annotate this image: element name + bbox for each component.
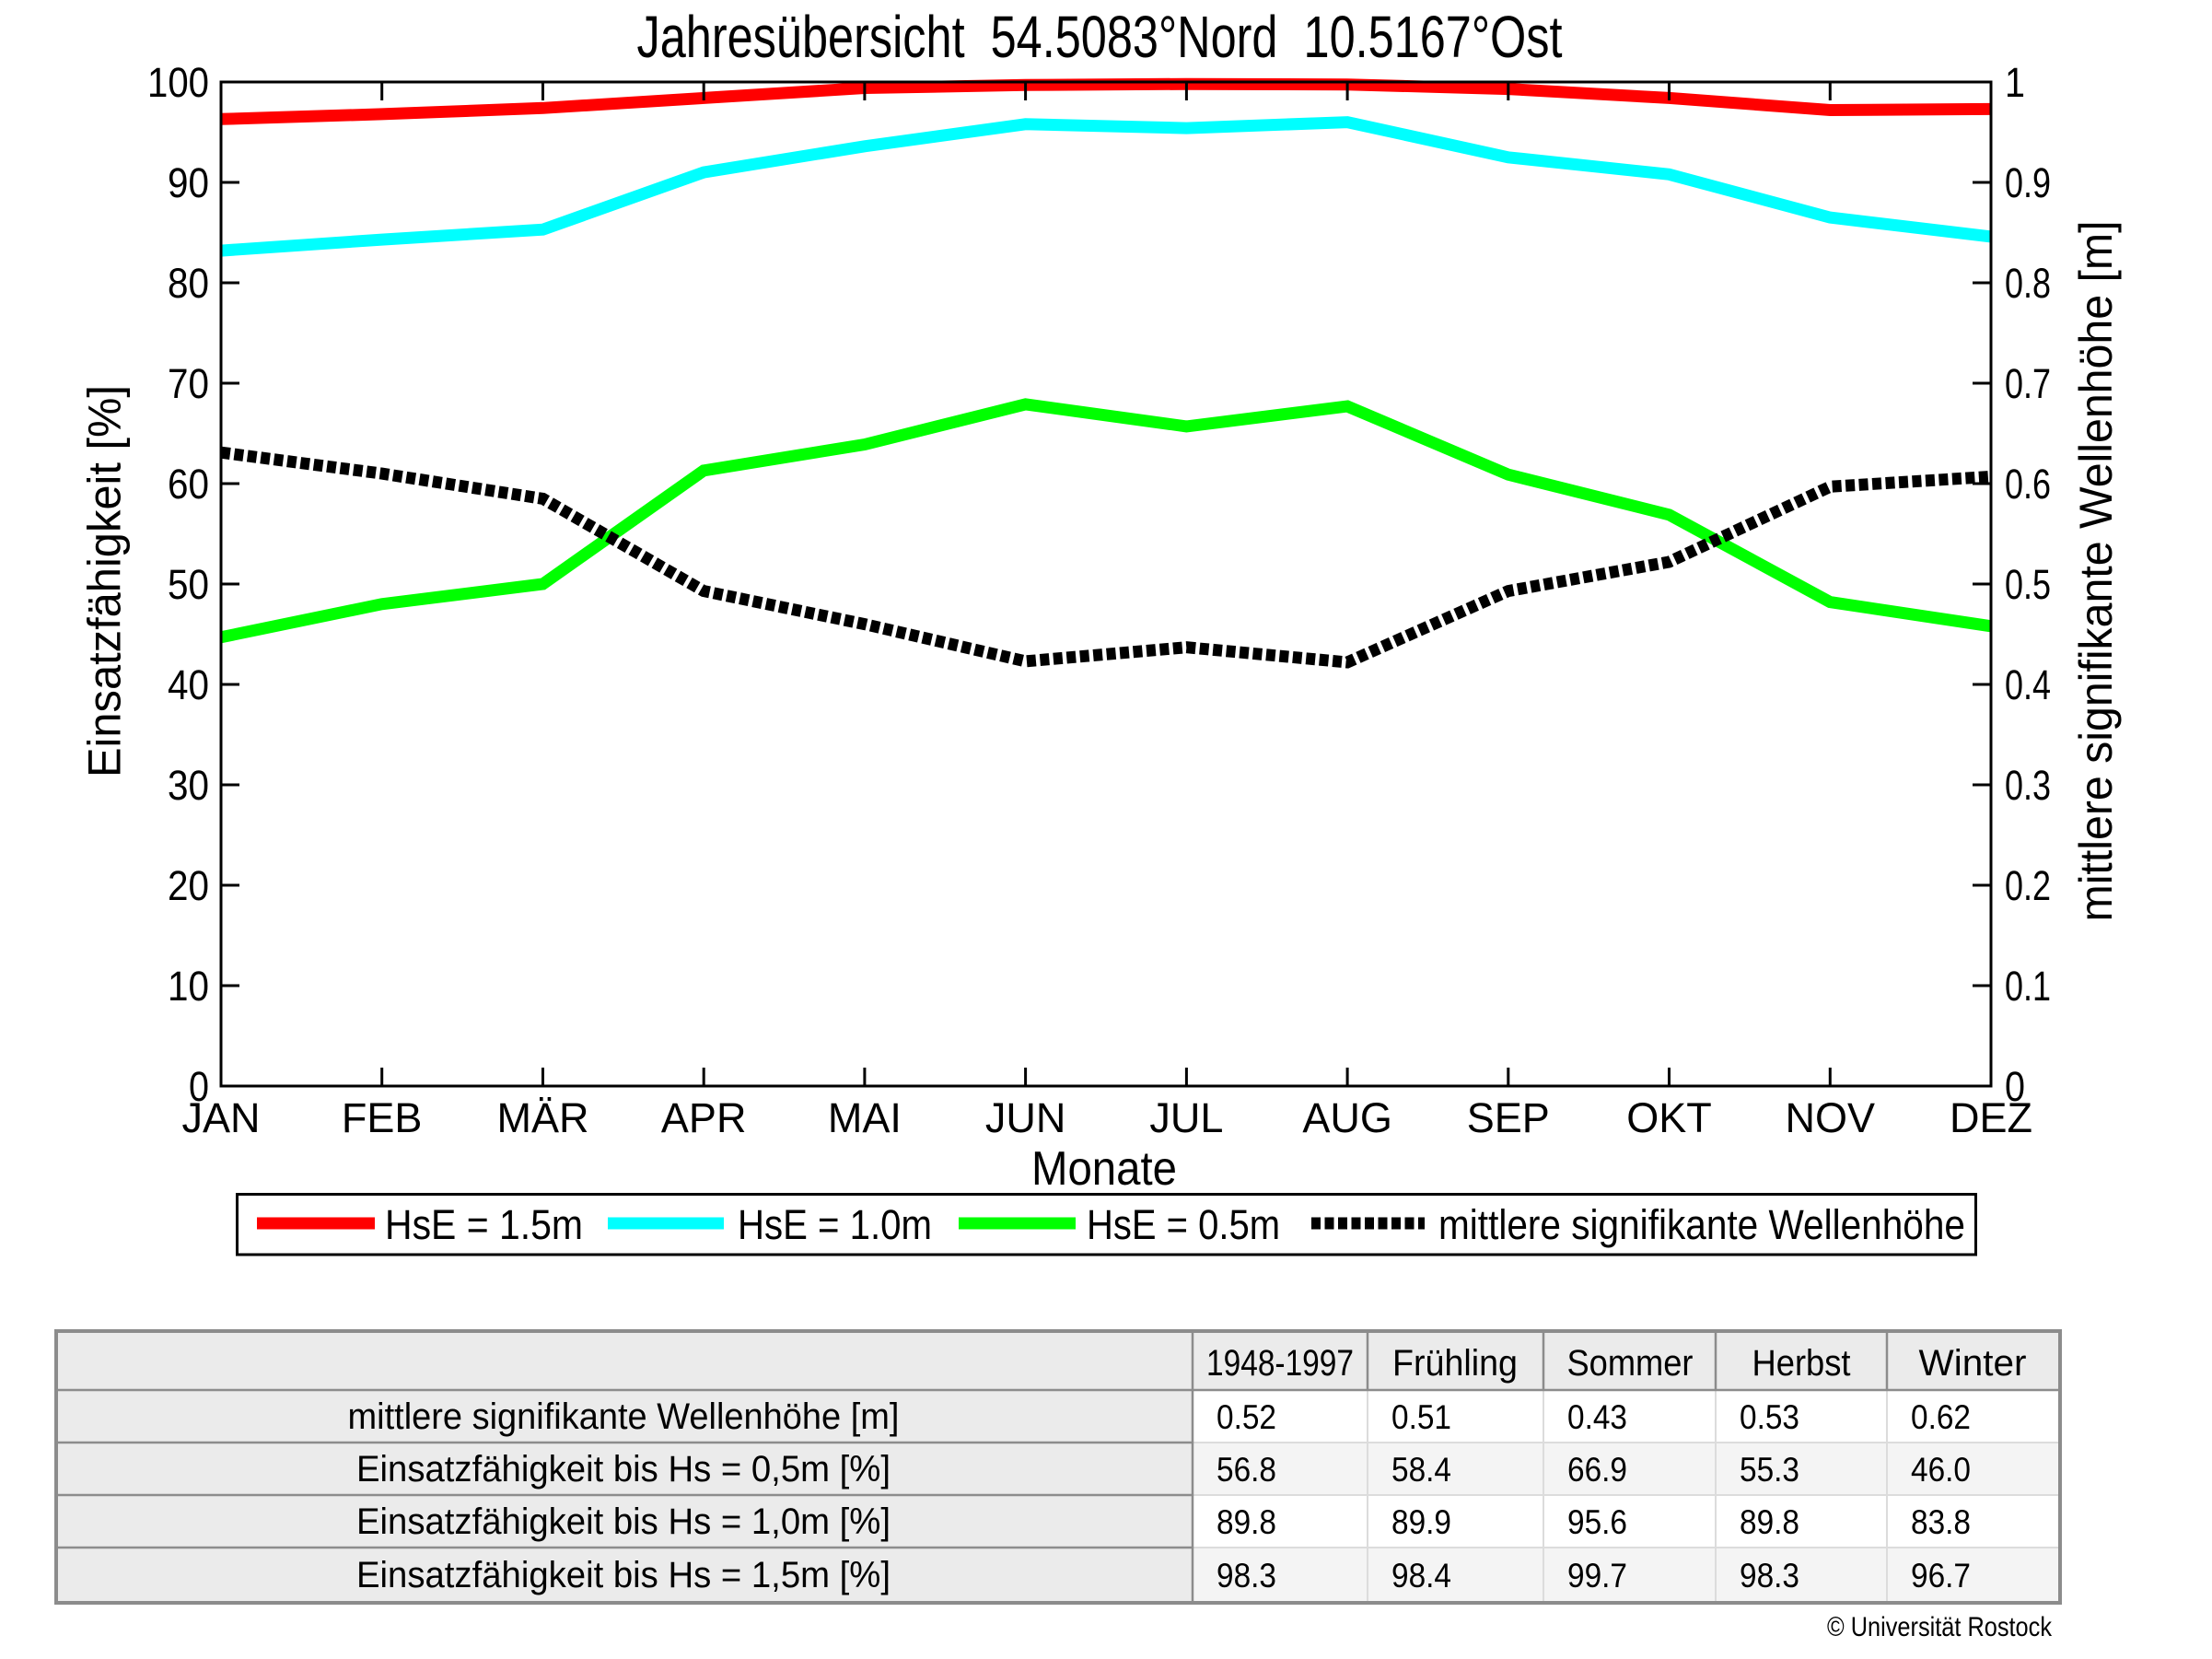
svg-text:Frühling: Frühling (1392, 1343, 1518, 1384)
svg-text:© Universität Rostock: © Universität Rostock (1827, 1612, 2053, 1642)
svg-text:mittlere signifikante Wellenhö: mittlere signifikante Wellenhöhe [m] (348, 1396, 900, 1437)
svg-text:0.7: 0.7 (2005, 360, 2051, 407)
svg-text:HsE = 1.5m: HsE = 1.5m (385, 1201, 583, 1248)
svg-text:89.8: 89.8 (1217, 1503, 1276, 1541)
svg-text:JUN: JUN (985, 1094, 1066, 1141)
svg-text:Einsatzfähigkeit bis Hs = 1,5m: Einsatzfähigkeit bis Hs = 1,5m [%] (356, 1555, 891, 1595)
svg-text:56.8: 56.8 (1217, 1451, 1276, 1489)
svg-text:0.43: 0.43 (1567, 1398, 1627, 1436)
svg-text:DEZ: DEZ (1950, 1094, 2032, 1141)
svg-text:0.1: 0.1 (2005, 963, 2051, 1010)
svg-text:83.8: 83.8 (1911, 1503, 1971, 1541)
svg-text:0.4: 0.4 (2005, 661, 2051, 708)
svg-text:MAI: MAI (828, 1094, 902, 1141)
svg-text:Winter: Winter (1919, 1343, 2027, 1384)
svg-text:0: 0 (2005, 1063, 2025, 1110)
svg-text:Einsatzfähigkeit bis Hs = 1,0m: Einsatzfähigkeit bis Hs = 1,0m [%] (356, 1501, 891, 1542)
svg-text:0.62: 0.62 (1911, 1398, 1971, 1436)
svg-text:89.8: 89.8 (1740, 1503, 1799, 1541)
svg-text:MÄR: MÄR (497, 1094, 589, 1141)
svg-text:Sommer: Sommer (1567, 1343, 1694, 1384)
svg-text:20: 20 (168, 862, 209, 909)
svg-text:FEB: FEB (342, 1094, 423, 1141)
svg-text:90: 90 (168, 159, 209, 206)
svg-text:100: 100 (147, 59, 209, 106)
svg-text:0.8: 0.8 (2005, 260, 2051, 307)
svg-text:Einsatzfähigkeit bis Hs = 0,5m: Einsatzfähigkeit bis Hs = 0,5m [%] (356, 1449, 891, 1490)
svg-text:95.6: 95.6 (1567, 1503, 1627, 1541)
svg-text:OKT: OKT (1626, 1094, 1712, 1141)
svg-text:1: 1 (2005, 59, 2025, 106)
svg-text:99.7: 99.7 (1567, 1557, 1627, 1595)
svg-text:0.53: 0.53 (1740, 1398, 1799, 1436)
svg-text:0.52: 0.52 (1217, 1398, 1276, 1436)
svg-text:Jahresübersicht 54.5083°Nord: Jahresübersicht 54.5083°Nord 10.5167°Ost (637, 4, 1563, 70)
svg-text:0.2: 0.2 (2005, 862, 2051, 909)
svg-text:APR: APR (661, 1094, 747, 1141)
svg-text:HsE = 0.5m: HsE = 0.5m (1087, 1201, 1280, 1248)
svg-text:0: 0 (189, 1063, 209, 1110)
svg-text:50: 50 (168, 561, 209, 608)
svg-text:NOV: NOV (1786, 1094, 1876, 1141)
svg-text:JUL: JUL (1149, 1094, 1223, 1141)
svg-text:98.3: 98.3 (1217, 1557, 1276, 1595)
svg-text:AUG: AUG (1302, 1094, 1392, 1141)
svg-text:0.51: 0.51 (1391, 1398, 1451, 1436)
svg-text:10: 10 (168, 963, 209, 1010)
svg-text:JAN: JAN (181, 1094, 260, 1141)
svg-text:Monate: Monate (1031, 1142, 1177, 1196)
svg-text:HsE = 1.0m: HsE = 1.0m (738, 1201, 932, 1248)
svg-text:Herbst: Herbst (1752, 1343, 1851, 1384)
svg-text:Einsatzfähigkeit [%]: Einsatzfähigkeit [%] (79, 385, 131, 777)
svg-text:98.3: 98.3 (1740, 1557, 1799, 1595)
svg-text:40: 40 (168, 661, 209, 708)
svg-text:60: 60 (168, 461, 209, 508)
svg-text:58.4: 58.4 (1391, 1451, 1451, 1489)
svg-text:98.4: 98.4 (1391, 1557, 1451, 1595)
svg-text:89.9: 89.9 (1391, 1503, 1451, 1541)
svg-text:mittlere signifikante Wellenhö: mittlere signifikante Wellenhöhe (1438, 1201, 1965, 1248)
svg-text:0.5: 0.5 (2005, 561, 2051, 608)
svg-text:55.3: 55.3 (1740, 1451, 1799, 1489)
svg-text:0.9: 0.9 (2005, 159, 2051, 206)
svg-text:80: 80 (168, 260, 209, 307)
svg-text:96.7: 96.7 (1911, 1557, 1971, 1595)
svg-text:70: 70 (168, 360, 209, 407)
svg-text:1948-1997: 1948-1997 (1206, 1343, 1354, 1384)
svg-text:30: 30 (168, 762, 209, 809)
svg-text:46.0: 46.0 (1911, 1451, 1971, 1489)
svg-text:mittlere signifikante Wellenhö: mittlere signifikante Wellenhöhe [m] (2070, 221, 2122, 922)
svg-text:0.3: 0.3 (2005, 762, 2051, 809)
svg-text:0.6: 0.6 (2005, 461, 2051, 508)
svg-text:66.9: 66.9 (1567, 1451, 1627, 1489)
svg-text:SEP: SEP (1467, 1094, 1550, 1141)
